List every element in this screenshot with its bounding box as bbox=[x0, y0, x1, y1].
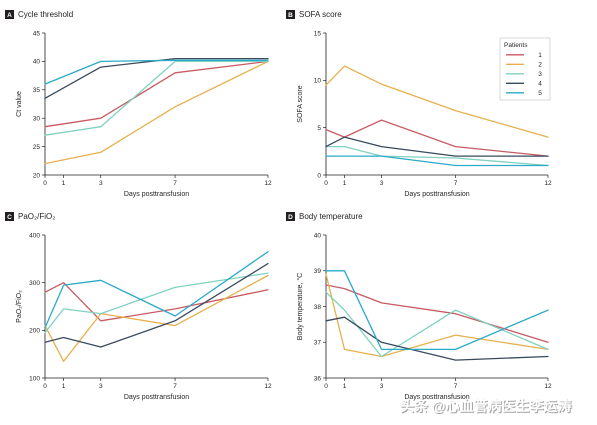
legend-title: Patients bbox=[504, 42, 528, 49]
watermark-shadow: 头条 @心血管病医生李运涛 bbox=[401, 399, 573, 415]
series-line-patient-4 bbox=[325, 136, 549, 157]
series-line-patient-3 bbox=[44, 60, 269, 136]
y-tick-label: 38 bbox=[314, 304, 322, 311]
x-tick-label: 0 bbox=[43, 180, 47, 187]
y-tick-label: 40 bbox=[314, 232, 322, 239]
x-tick-label: 3 bbox=[99, 180, 103, 187]
series-line-patient-4 bbox=[44, 262, 269, 348]
y-tick-label: 40 bbox=[33, 59, 41, 66]
panel-letter-badge bbox=[5, 10, 14, 19]
x-tick-label: 0 bbox=[43, 383, 47, 390]
y-axis-title: SOFA score bbox=[297, 85, 304, 122]
x-tick-label: 1 bbox=[62, 180, 66, 187]
y-tick-label: 5 bbox=[317, 125, 321, 132]
series-line-patient-5 bbox=[325, 270, 549, 351]
series-line-patient-1 bbox=[325, 284, 549, 343]
x-tick-label: 3 bbox=[380, 180, 384, 187]
panel-c: C PaO₂/FiO₂ 100 200 300 400 0 1 3 7 12 Days posttra… bbox=[5, 212, 272, 401]
y-tick-label: 45 bbox=[33, 30, 41, 37]
y-tick-label: 30 bbox=[33, 116, 41, 123]
y-tick-label: 100 bbox=[29, 375, 40, 382]
series-line-patient-2 bbox=[325, 65, 549, 138]
y-tick-label: 36 bbox=[314, 375, 322, 382]
y-axis-title: Body temperature, °C bbox=[296, 273, 304, 340]
series-line-patient-1 bbox=[325, 119, 549, 157]
watermark: 头条 @心血管病医生李运涛 bbox=[400, 398, 572, 414]
series-line-patient-3 bbox=[325, 291, 549, 358]
legend-label-patient-2: 2 bbox=[538, 62, 542, 69]
x-tick-label: 1 bbox=[343, 383, 347, 390]
series-line-patient-1 bbox=[44, 60, 269, 128]
x-tick-label: 1 bbox=[62, 383, 66, 390]
x-tick-label: 0 bbox=[324, 180, 328, 187]
panel-letter-badge bbox=[286, 212, 295, 221]
legend: Patients 1 2 3 4 5 bbox=[499, 37, 551, 101]
y-tick-label: 0 bbox=[317, 172, 321, 179]
x-tick-label: 12 bbox=[264, 383, 272, 390]
series-line-patient-5 bbox=[325, 155, 549, 167]
y-tick-label: 20 bbox=[33, 172, 41, 179]
x-tick-label: 0 bbox=[324, 383, 328, 390]
panel-letter-badge bbox=[286, 10, 295, 19]
panel-a: A Cycle threshold 20 25 30 35 40 45 0 1 3 7 12 Days p… bbox=[5, 10, 272, 198]
panel-letter: D bbox=[288, 214, 293, 221]
series-line-patient-4 bbox=[325, 316, 549, 361]
x-tick-label: 7 bbox=[454, 180, 458, 187]
legend-label-patient-1: 1 bbox=[538, 52, 542, 59]
series-line-patient-1 bbox=[44, 282, 269, 322]
y-tick-label: 10 bbox=[314, 78, 322, 85]
panel-letter: A bbox=[7, 12, 12, 19]
y-tick-label: 35 bbox=[33, 87, 41, 94]
series-line-patient-3 bbox=[44, 272, 269, 334]
panel-letter: B bbox=[288, 12, 293, 19]
x-tick-label: 1 bbox=[343, 180, 347, 187]
x-tick-label: 3 bbox=[99, 383, 103, 390]
series-line-patient-5 bbox=[44, 251, 269, 329]
x-axis-title: Days posttransfusion bbox=[124, 394, 189, 401]
x-axis-title: Days posttransfusion bbox=[124, 191, 189, 198]
x-tick-label: 12 bbox=[544, 383, 552, 390]
x-axis-title: Days posttransfusion bbox=[404, 394, 469, 401]
x-tick-label: 7 bbox=[173, 180, 177, 187]
y-axis-title: Ct value bbox=[16, 91, 23, 117]
legend-label-patient-5: 5 bbox=[538, 90, 542, 97]
y-tick-label: 25 bbox=[33, 144, 41, 151]
panel-title: Body temperature bbox=[299, 212, 363, 221]
panel-letter-badge bbox=[5, 212, 14, 221]
panel-title: Cycle threshold bbox=[18, 10, 73, 19]
x-tick-label: 7 bbox=[454, 383, 458, 390]
legend-box bbox=[499, 37, 551, 101]
legend-label-patient-3: 3 bbox=[538, 71, 542, 78]
y-tick-label: 15 bbox=[314, 30, 322, 37]
y-tick-label: 39 bbox=[314, 268, 322, 275]
panel-title: PaO₂/FiO₂ bbox=[18, 212, 55, 221]
y-tick-label: 300 bbox=[29, 280, 40, 287]
series-line-patient-4 bbox=[44, 57, 269, 99]
x-tick-label: 12 bbox=[544, 180, 552, 187]
panel-title: SOFA score bbox=[299, 10, 342, 19]
series-line-patient-5 bbox=[44, 59, 269, 85]
y-tick-label: 200 bbox=[29, 328, 40, 335]
x-tick-label: 7 bbox=[173, 383, 177, 390]
legend-label-patient-4: 4 bbox=[538, 81, 542, 88]
x-tick-label: 12 bbox=[264, 180, 272, 187]
y-tick-label: 400 bbox=[29, 232, 40, 239]
series-line-patient-2 bbox=[44, 274, 269, 362]
series-line-patient-2 bbox=[44, 60, 269, 165]
y-tick-label: 37 bbox=[314, 340, 322, 347]
x-axis-title: Days posttransfusion bbox=[404, 191, 469, 198]
series-line-patient-2 bbox=[325, 273, 549, 358]
y-axis-title: PaO₂/FiO₂ bbox=[16, 290, 23, 323]
x-tick-label: 3 bbox=[380, 383, 384, 390]
panel-letter: C bbox=[7, 214, 12, 221]
